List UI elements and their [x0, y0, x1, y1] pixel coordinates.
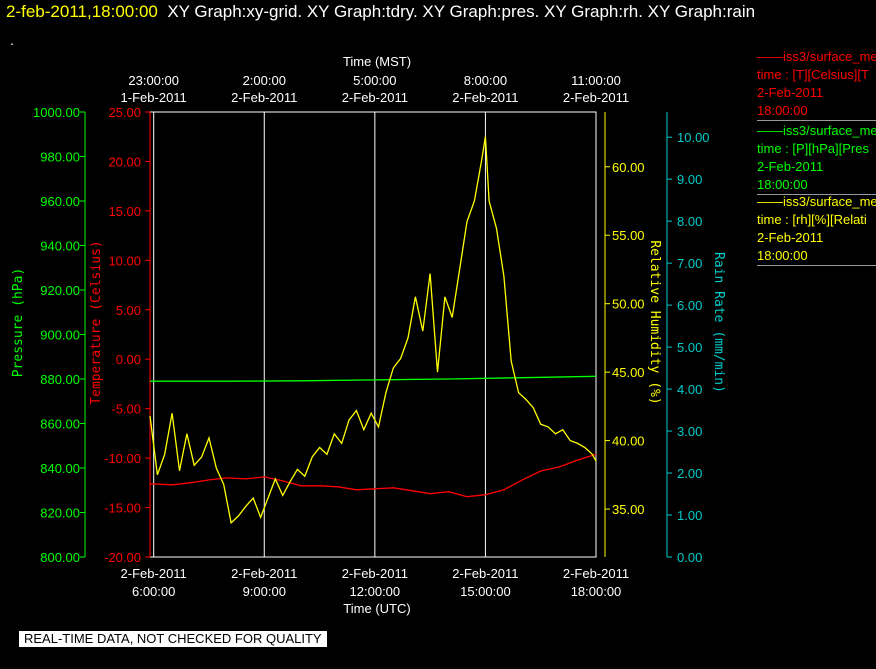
- bottom-tick-time: 6:00:00: [132, 584, 175, 599]
- tdry-tick-label: 20.00: [108, 154, 141, 169]
- pres-tick-label: 840.00: [40, 461, 80, 476]
- rh-tick-label: 55.00: [612, 228, 645, 243]
- rain-tick-label: 8.00: [677, 214, 702, 229]
- bottom-tick-time: 12:00:00: [350, 584, 401, 599]
- top-tick-time: 5:00:00: [353, 73, 396, 88]
- legend-time: 18:00:00: [757, 177, 808, 192]
- top-tick-time: 2:00:00: [243, 73, 286, 88]
- legend-entry-humidity[interactable]: ——iss3/surface_me time : [rh][%][Relati …: [757, 193, 876, 266]
- tdry-tick-label: -20.00: [104, 550, 141, 565]
- top-tick-date: 2-Feb-2011: [231, 90, 297, 105]
- top-tick-date: 2-Feb-2011: [342, 90, 408, 105]
- pres-tick-label: 800.00: [40, 550, 80, 565]
- rain-tick-label: 6.00: [677, 298, 702, 313]
- legend-source: ——iss3/surface_me: [757, 194, 876, 209]
- top-tick-time: 8:00:00: [464, 73, 507, 88]
- pres-tick-label: 860.00: [40, 417, 80, 432]
- rain-tick-label: 10.00: [677, 130, 710, 145]
- legend-divider: [757, 194, 876, 195]
- rh-tick-label: 40.00: [612, 434, 645, 449]
- pres-tick-label: 1000.00: [33, 105, 80, 120]
- rain-tick-label: 9.00: [677, 172, 702, 187]
- pres-series-line: [150, 375, 597, 382]
- pres-tick-label: 980.00: [40, 150, 80, 165]
- legend-divider: [757, 120, 876, 121]
- legend-time: 18:00:00: [757, 248, 808, 263]
- header-graph-titles: XY Graph:xy-grid. XY Graph:tdry. XY Grap…: [167, 2, 756, 21]
- header-timestamp: 2-feb-2011,18:00:00: [6, 2, 158, 21]
- bottom-tick-date: 2-Feb-2011: [452, 566, 518, 581]
- rh-tick-label: 35.00: [612, 502, 645, 517]
- bottom-axis-title: Time (UTC): [343, 601, 410, 616]
- tdry-tick-label: 0.00: [116, 352, 141, 367]
- quality-warning: REAL-TIME DATA, NOT CHECKED FOR QUALITY: [19, 631, 327, 647]
- tdry-series-line: [149, 453, 597, 498]
- rain-tick-label: 4.00: [677, 382, 702, 397]
- pres-tick-label: 920.00: [40, 283, 80, 298]
- top-tick-time: 23:00:00: [128, 73, 179, 88]
- bottom-tick-date: 2-Feb-2011: [121, 566, 187, 581]
- bottom-tick-date: 2-Feb-2011: [563, 566, 629, 581]
- legend-entry-pressure[interactable]: ——iss3/surface_me time : [P][hPa][Pres 2…: [757, 122, 876, 195]
- tdry-tick-label: -10.00: [104, 451, 141, 466]
- pres-tick-label: 940.00: [40, 239, 80, 254]
- rain-tick-label: 0.00: [677, 550, 702, 565]
- top-tick-date: 1-Feb-2011: [121, 90, 187, 105]
- legend-divider: [757, 265, 876, 266]
- legend-variable: time : [T][Celsius][T: [757, 67, 869, 82]
- legend-date: 2-Feb-2011: [757, 159, 824, 174]
- rh-tick-label: 60.00: [612, 160, 645, 175]
- rain-tick-label: 2.00: [677, 466, 702, 481]
- legend-variable: time : [P][hPa][Pres: [757, 141, 869, 156]
- legend-date: 2-Feb-2011: [757, 85, 824, 100]
- rh-tick-label: 50.00: [612, 297, 645, 312]
- bottom-tick-time: 9:00:00: [243, 584, 286, 599]
- legend-source: ——iss3/surface_me: [757, 123, 876, 138]
- bottom-tick-time: 18:00:00: [571, 584, 622, 599]
- rain-tick-label: 3.00: [677, 424, 702, 439]
- tdry-tick-label: 5.00: [116, 303, 141, 318]
- top-tick-date: 2-Feb-2011: [563, 90, 629, 105]
- legend-variable: time : [rh][%][Relati: [757, 212, 867, 227]
- rain-tick-label: 1.00: [677, 508, 702, 523]
- pres-axis-title: Pressure (hPa): [11, 268, 26, 378]
- tdry-tick-label: 25.00: [108, 105, 141, 120]
- legend-date: 2-Feb-2011: [757, 230, 824, 245]
- header-marker: .: [10, 32, 14, 48]
- legend-entry-temperature[interactable]: ——iss3/surface_me time : [T][Celsius][T …: [757, 48, 876, 121]
- tdry-tick-label: -15.00: [104, 501, 141, 516]
- bottom-tick-date: 2-Feb-2011: [342, 566, 408, 581]
- rh-axis-title: Relative Humidity (%): [647, 240, 662, 404]
- pres-tick-label: 880.00: [40, 372, 80, 387]
- bottom-tick-date: 2-Feb-2011: [231, 566, 297, 581]
- pres-tick-label: 900.00: [40, 328, 80, 343]
- legend-source: ——iss3/surface_me: [757, 49, 876, 64]
- plot-frame: [149, 111, 597, 558]
- rain-axis-title: Rain Rate (mm/min): [711, 252, 726, 393]
- tdry-tick-label: 10.00: [108, 253, 141, 268]
- pres-tick-label: 820.00: [40, 506, 80, 521]
- top-axis-title: Time (MST): [343, 54, 411, 69]
- rain-tick-label: 7.00: [677, 256, 702, 271]
- tdry-tick-label: 15.00: [108, 204, 141, 219]
- legend-time: 18:00:00: [757, 103, 808, 118]
- top-tick-time: 11:00:00: [571, 73, 621, 88]
- rh-tick-label: 45.00: [612, 365, 645, 380]
- bottom-tick-time: 15:00:00: [460, 584, 511, 599]
- top-tick-date: 2-Feb-2011: [452, 90, 518, 105]
- pres-tick-label: 960.00: [40, 194, 80, 209]
- tdry-tick-label: -5.00: [111, 402, 141, 417]
- tdry-axis-title: Temperature (Celsius): [89, 240, 104, 404]
- header-title-bar: 2-feb-2011,18:00:00 XY Graph:xy-grid. XY…: [6, 2, 755, 22]
- rh-series-line: [149, 136, 597, 525]
- rain-tick-label: 5.00: [677, 340, 702, 355]
